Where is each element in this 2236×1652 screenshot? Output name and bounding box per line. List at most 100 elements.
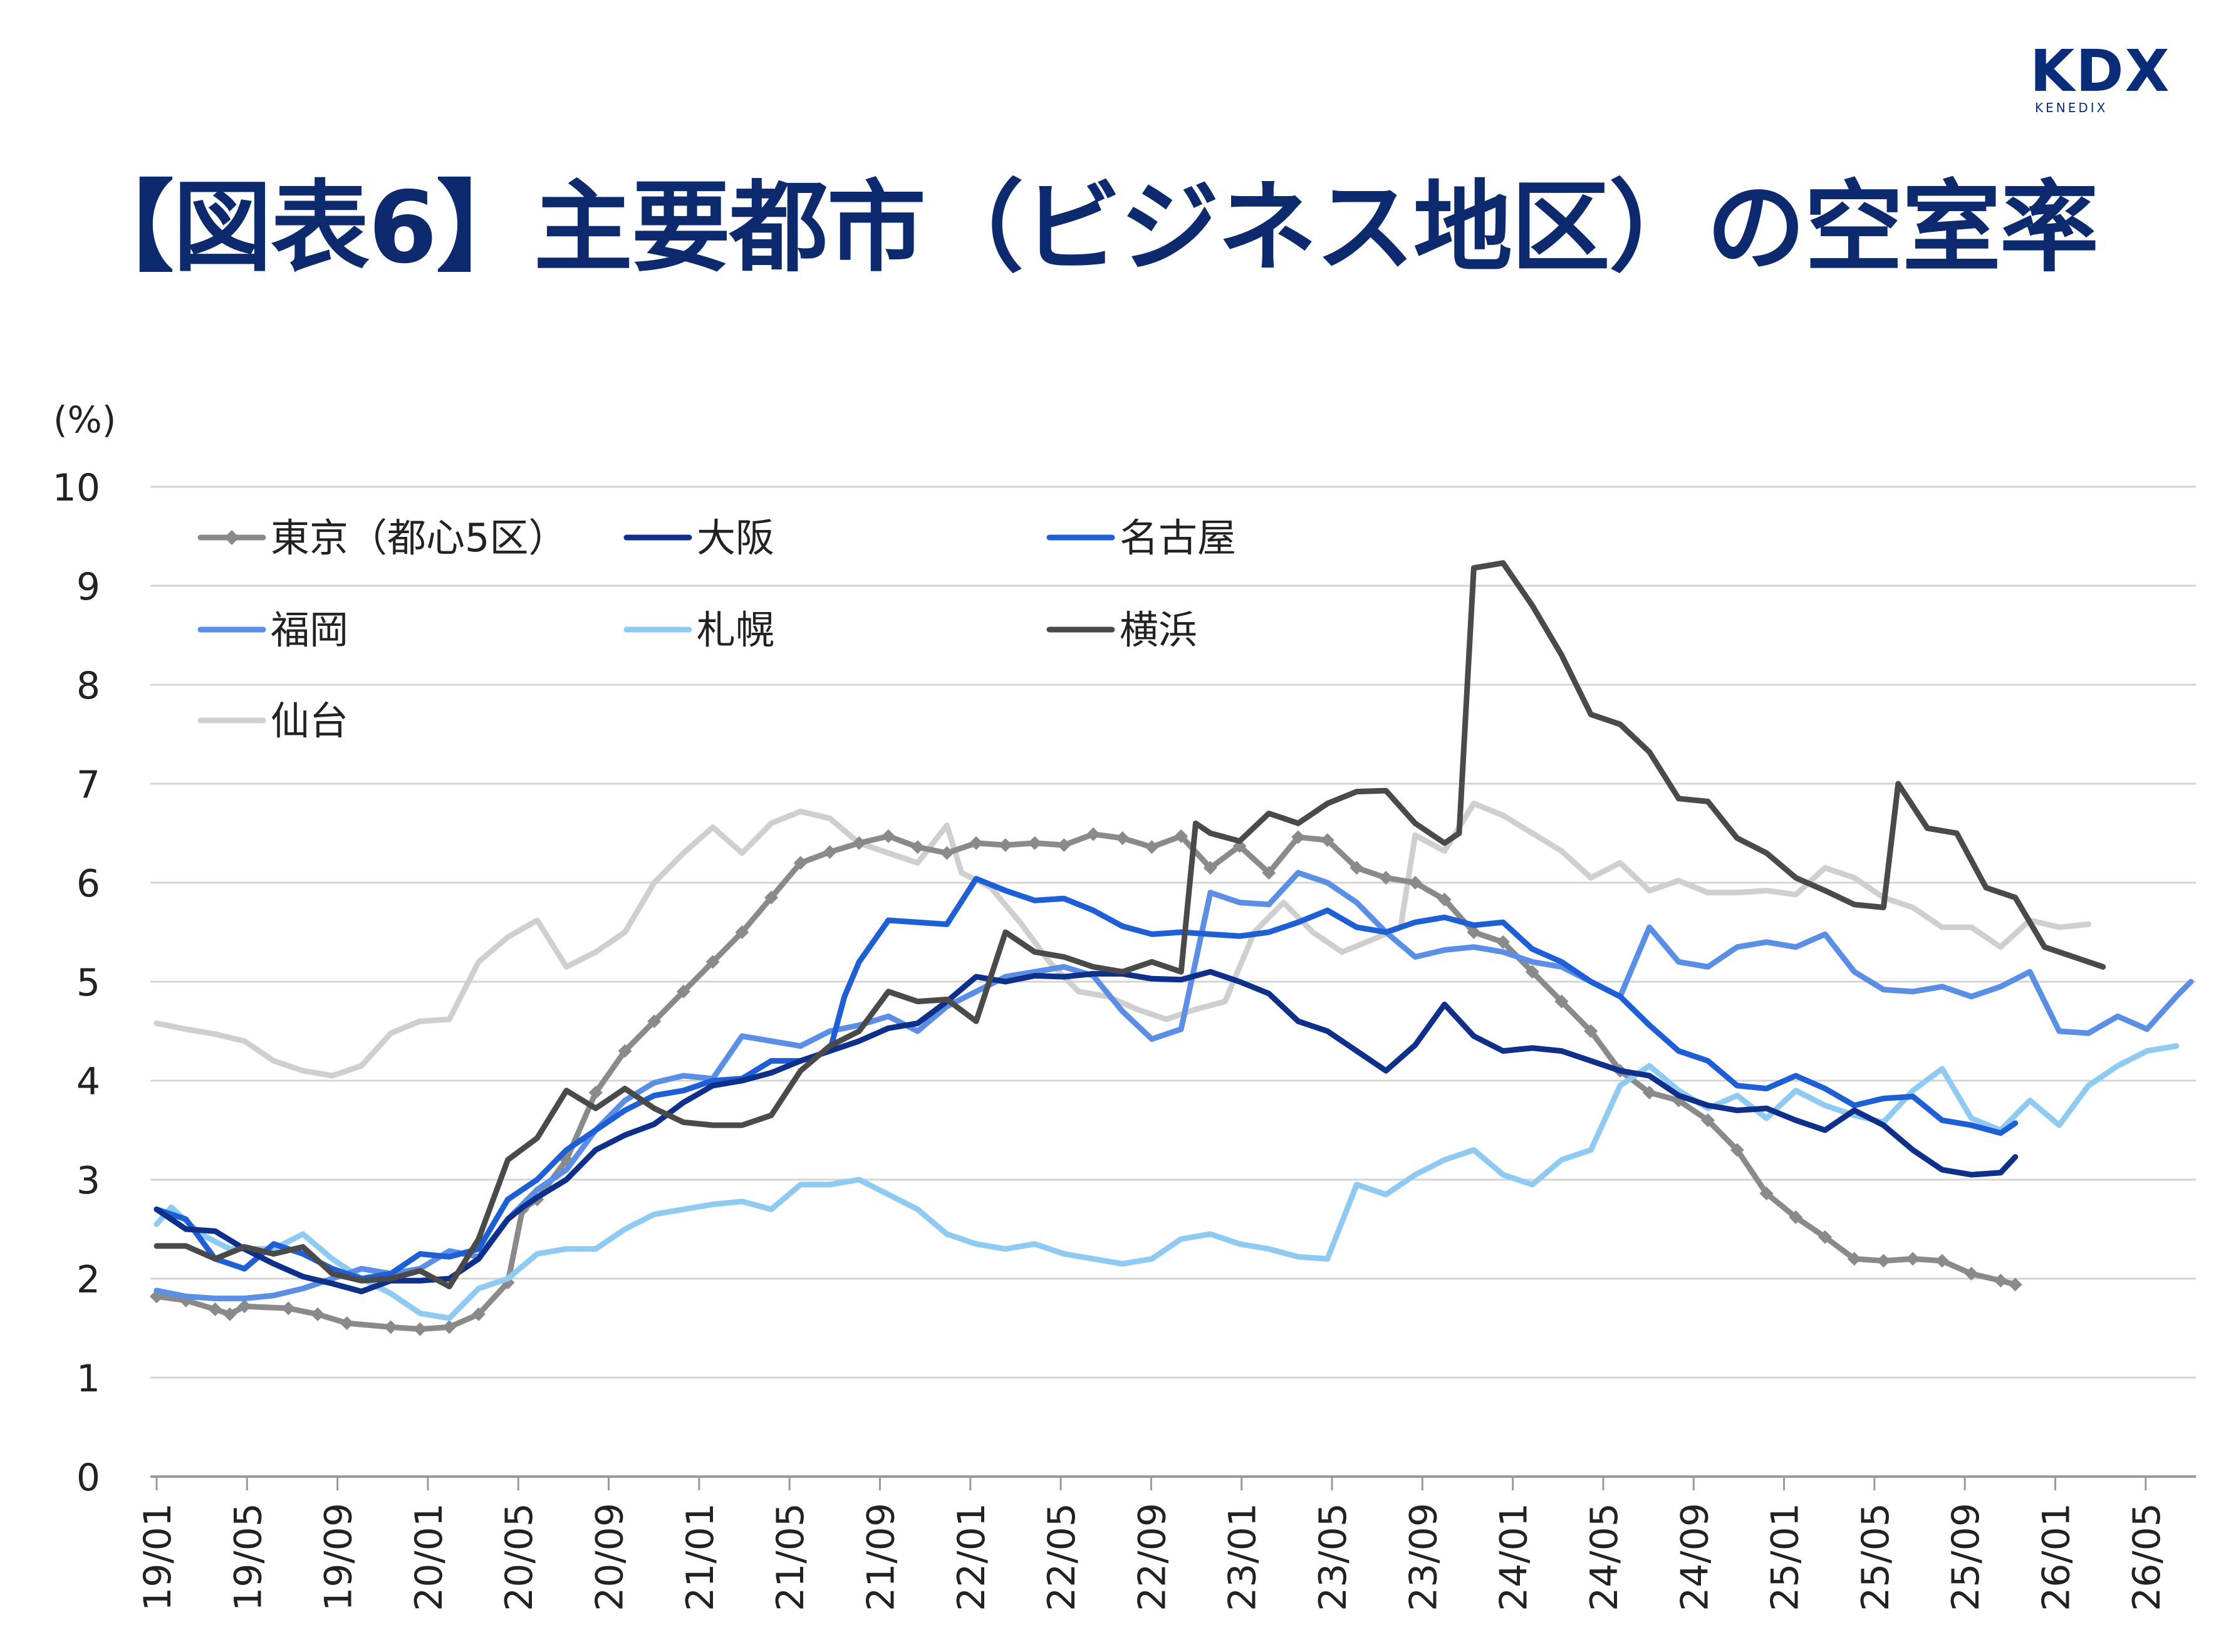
logo-subtext: KENEDIX bbox=[2035, 100, 2108, 115]
x-tick-label: 21/05 bbox=[769, 1503, 813, 1611]
x-tick-label: 23/05 bbox=[1311, 1503, 1355, 1611]
series-lines bbox=[150, 560, 2194, 1336]
y-tick-label: 10 bbox=[53, 466, 100, 510]
legend-marker bbox=[224, 530, 239, 545]
series-point bbox=[1525, 965, 1539, 979]
series-point bbox=[1145, 840, 1159, 855]
x-tick-label: 24/01 bbox=[1492, 1503, 1536, 1611]
series-point bbox=[1906, 1252, 1920, 1266]
legend-label: 横浜 bbox=[1120, 607, 1197, 653]
series-point bbox=[1467, 925, 1481, 939]
series-point bbox=[1174, 829, 1188, 843]
x-tick-label: 22/01 bbox=[950, 1503, 994, 1611]
series-line-4 bbox=[153, 1043, 2180, 1321]
series-line-6 bbox=[153, 801, 2091, 1079]
series-point bbox=[1408, 876, 1422, 890]
x-tick-label: 20/09 bbox=[588, 1503, 632, 1611]
series-point bbox=[1086, 827, 1101, 841]
y-axis-unit: (%) bbox=[53, 398, 116, 441]
page-title: 【図表6】主要都市（ビジネス地区）の空室率 bbox=[75, 170, 2099, 286]
series-point bbox=[1964, 1267, 1979, 1281]
series-line-5 bbox=[153, 560, 2106, 1290]
series-point bbox=[1437, 892, 1452, 907]
series-point bbox=[1818, 1230, 1833, 1244]
series-point bbox=[647, 1014, 662, 1029]
x-tick-label: 19/09 bbox=[317, 1503, 361, 1611]
series-line-0 bbox=[153, 831, 2019, 1333]
series-point bbox=[881, 829, 895, 843]
series-point bbox=[1320, 833, 1334, 848]
series-point bbox=[1203, 861, 1217, 875]
x-tick-label: 19/01 bbox=[136, 1503, 180, 1611]
y-tick-label: 8 bbox=[76, 664, 100, 708]
y-axis-ticks: 0 1 2 3 4 5 6 7 8 9 10 bbox=[53, 466, 100, 1500]
y-tick-label: 0 bbox=[76, 1456, 100, 1500]
legend-label: 名古屋 bbox=[1120, 515, 1236, 561]
series-point bbox=[208, 1302, 222, 1316]
series-point bbox=[1554, 994, 1569, 1009]
series-point bbox=[471, 1307, 486, 1321]
legend-label: 仙台 bbox=[271, 698, 348, 744]
x-tick-label: 21/01 bbox=[679, 1503, 722, 1611]
x-tick-label: 22/09 bbox=[1130, 1503, 1174, 1611]
y-tick-label: 1 bbox=[76, 1357, 100, 1401]
y-tick-label: 7 bbox=[76, 763, 100, 807]
series-point bbox=[676, 984, 690, 999]
x-tick-label: 26/01 bbox=[2035, 1503, 2079, 1611]
logo-mark: KDX bbox=[2030, 38, 2171, 105]
series-point bbox=[1262, 866, 1276, 880]
x-tick-label: 25/05 bbox=[1854, 1503, 1898, 1611]
y-tick-label: 3 bbox=[76, 1159, 100, 1203]
series-point bbox=[222, 1307, 237, 1321]
series-line-1 bbox=[153, 969, 2019, 1294]
series-point bbox=[1642, 1085, 1656, 1099]
series-point bbox=[1349, 861, 1364, 875]
series-point bbox=[735, 925, 749, 939]
series-point bbox=[1057, 838, 1071, 852]
series-point bbox=[340, 1316, 354, 1331]
series-point bbox=[764, 890, 779, 905]
series-point bbox=[1584, 1024, 1598, 1038]
series-point bbox=[1496, 935, 1511, 949]
series-point bbox=[310, 1307, 325, 1321]
series-point bbox=[2008, 1277, 2022, 1292]
series-point bbox=[1759, 1187, 1774, 1201]
x-tick-label: 25/09 bbox=[1944, 1503, 1988, 1611]
y-tick-label: 6 bbox=[76, 862, 100, 906]
grid-lines bbox=[150, 486, 2196, 1478]
series-point bbox=[1730, 1143, 1744, 1157]
x-tick-label: 22/05 bbox=[1040, 1503, 1084, 1611]
series-point bbox=[793, 856, 808, 870]
x-tick-label: 19/05 bbox=[226, 1503, 270, 1611]
series-point bbox=[1115, 831, 1130, 845]
series-point bbox=[969, 836, 984, 850]
series-point bbox=[618, 1044, 632, 1058]
series-point bbox=[1379, 871, 1393, 885]
x-tick-label: 24/09 bbox=[1673, 1503, 1717, 1611]
series-point bbox=[413, 1322, 427, 1336]
brand-logo: KDX KENEDIX bbox=[2030, 38, 2193, 116]
series-point bbox=[281, 1301, 296, 1316]
series-point bbox=[852, 836, 866, 850]
legend-label: 福岡 bbox=[271, 607, 348, 653]
series-point bbox=[910, 840, 925, 855]
x-tick-label: 20/01 bbox=[407, 1503, 451, 1611]
legend-label: 札幌 bbox=[697, 607, 774, 653]
y-tick-label: 4 bbox=[76, 1060, 100, 1104]
series-point bbox=[1994, 1274, 2008, 1288]
series-point bbox=[237, 1299, 252, 1314]
legend-label: 大阪 bbox=[697, 515, 774, 561]
series-point bbox=[1027, 836, 1042, 850]
series-point bbox=[442, 1320, 457, 1334]
x-tick-label: 23/09 bbox=[1401, 1503, 1445, 1611]
x-tick-label: 25/01 bbox=[1764, 1503, 1807, 1611]
y-tick-label: 2 bbox=[76, 1258, 100, 1302]
series-point bbox=[823, 845, 837, 860]
series-point bbox=[940, 846, 954, 860]
x-tick-label: 26/05 bbox=[2125, 1503, 2169, 1611]
series-line-3 bbox=[153, 870, 2194, 1302]
x-tick-label: 24/05 bbox=[1583, 1503, 1626, 1611]
series-point bbox=[383, 1320, 398, 1334]
